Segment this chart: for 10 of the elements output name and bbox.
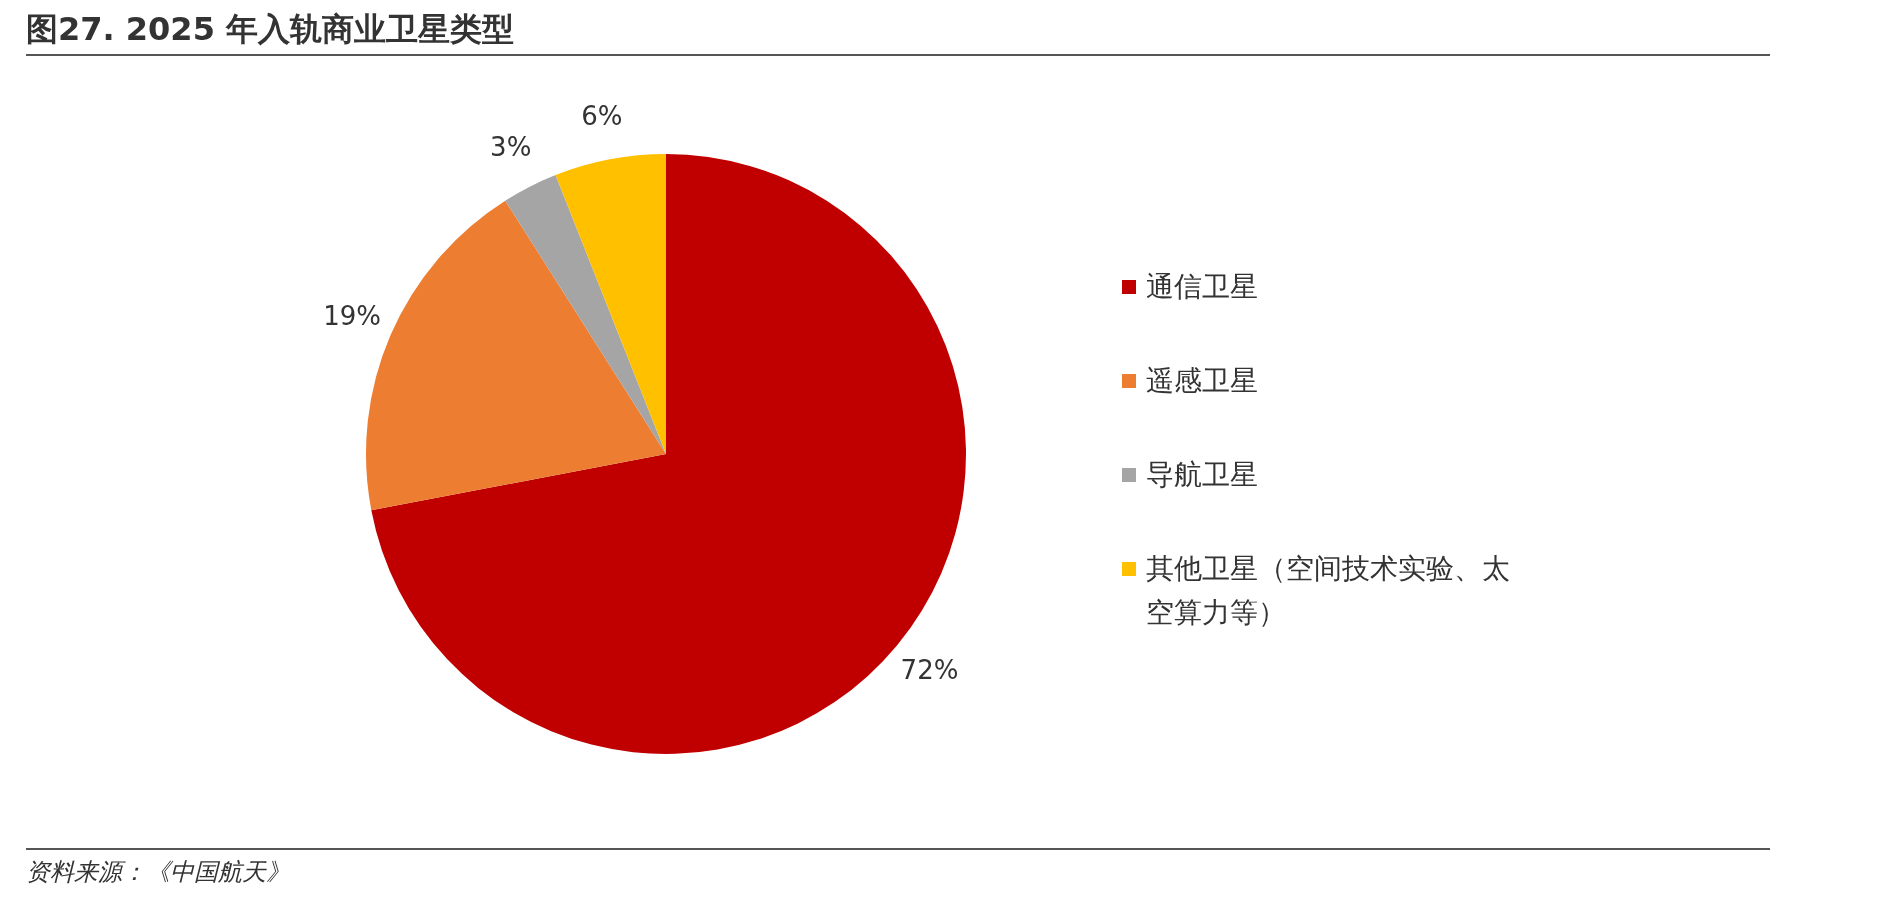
data-label: 72% [900, 654, 959, 685]
chart-title: 图27. 2025 年入轨商业卫星类型 [26, 9, 515, 50]
data-label: 6% [581, 100, 623, 131]
legend-label: 遥感卫星 [1146, 363, 1258, 399]
data-label: 3% [490, 132, 532, 163]
text: 资料来源：《中国航天》 [26, 857, 290, 888]
legend-label: 导航卫星 [1146, 457, 1258, 493]
data-label: 19% [323, 300, 382, 331]
legend-label: 通信卫星 [1146, 269, 1258, 305]
legend-label: 其他卫星（空间技术实验、太空算力等） [1146, 551, 1511, 631]
